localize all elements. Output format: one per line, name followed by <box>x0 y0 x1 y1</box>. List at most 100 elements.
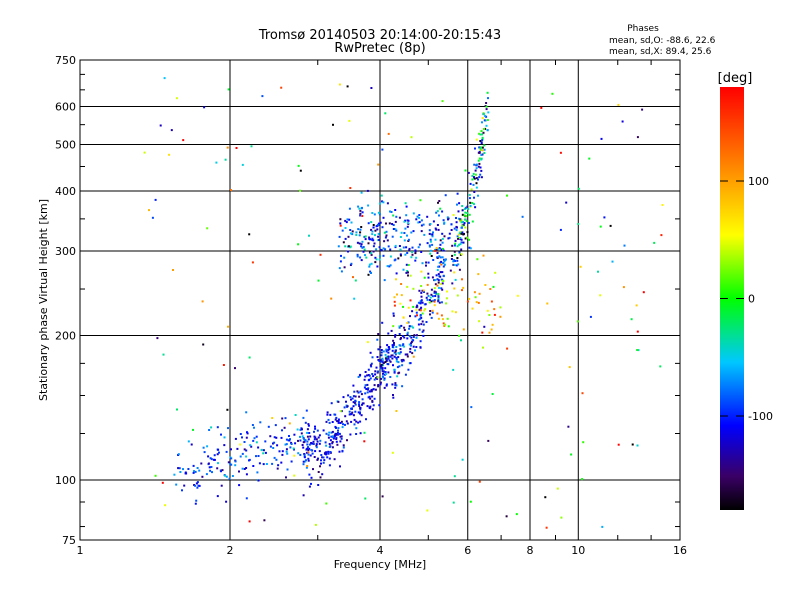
scatter-point <box>326 411 329 414</box>
scatter-point <box>349 396 352 399</box>
scatter-point <box>377 235 380 238</box>
scatter-point <box>408 249 411 252</box>
scatter-point <box>439 256 442 259</box>
scatter-point <box>433 300 436 303</box>
scatter-point <box>395 229 398 232</box>
scatter-point <box>421 320 424 323</box>
scatter-point <box>468 213 471 216</box>
scatter-point <box>348 207 351 210</box>
scatter-point <box>377 333 380 335</box>
scatter-point <box>432 299 435 302</box>
scatter-point <box>338 83 341 86</box>
scatter-point <box>375 248 378 251</box>
scatter-point <box>281 450 284 453</box>
scatter-point <box>220 484 223 487</box>
scatter-point <box>363 386 366 389</box>
scatter-point <box>434 238 437 241</box>
scatter-point <box>429 252 432 255</box>
scatter-point <box>418 328 421 331</box>
scatter-point <box>340 435 343 438</box>
scatter-point <box>377 370 379 373</box>
scatter-point <box>208 466 211 469</box>
scatter-point <box>368 251 371 254</box>
scatter-point <box>473 203 475 206</box>
scatter-point <box>373 213 376 216</box>
scatter-point <box>369 377 372 380</box>
scatter-point <box>371 230 374 233</box>
scatter-point <box>486 91 489 94</box>
scatter-point <box>230 457 233 460</box>
scatter-point <box>357 391 360 394</box>
scatter-point <box>367 387 370 390</box>
scatter-point <box>600 137 603 140</box>
scatter-point <box>484 284 487 286</box>
scatter-point <box>398 325 401 328</box>
scatter-point <box>431 309 434 312</box>
scatter-point <box>480 154 483 156</box>
scatter-point <box>325 444 328 447</box>
scatter-point <box>323 452 326 455</box>
scatter-point <box>456 259 459 262</box>
scatter-point <box>429 310 432 312</box>
scatter-point <box>379 381 382 384</box>
scatter-point <box>399 351 402 354</box>
scatter-point <box>345 221 348 224</box>
scatter-point <box>481 153 484 156</box>
scatter-point <box>428 244 431 247</box>
scatter-point <box>262 452 265 455</box>
scatter-point <box>540 106 543 109</box>
chart-title: Tromsø 20140503 20:14:00-20:15:43 <box>258 28 501 43</box>
scatter-point <box>414 249 417 252</box>
scatter-point <box>428 245 431 248</box>
scatter-point <box>406 331 409 334</box>
scatter-point <box>438 214 440 217</box>
scatter-point <box>394 246 397 249</box>
scatter-point <box>299 435 301 438</box>
scatter-point <box>383 279 386 282</box>
scatter-point <box>565 201 568 204</box>
scatter-point <box>198 469 201 472</box>
scatter-point <box>406 270 409 272</box>
scatter-point <box>378 213 381 216</box>
scatter-point <box>436 256 439 259</box>
scatter-point <box>392 228 395 230</box>
scatter-point <box>360 191 363 194</box>
scatter-point <box>220 433 222 436</box>
scatter-point <box>430 255 433 257</box>
scatter-point <box>470 406 473 409</box>
scatter-point <box>427 276 430 279</box>
scatter-point <box>477 273 480 276</box>
scatter-point <box>367 273 370 276</box>
scatter-point <box>331 435 334 438</box>
scatter-point <box>318 450 321 453</box>
scatter-point <box>460 219 463 222</box>
scatter-point <box>366 383 369 386</box>
scatter-point <box>642 291 645 294</box>
scatter-point <box>420 291 423 294</box>
scatter-point <box>367 204 370 207</box>
scatter-point <box>473 163 476 166</box>
scatter-point <box>392 339 395 342</box>
scatter-point <box>391 223 394 225</box>
scatter-point <box>473 177 476 180</box>
scatter-point <box>264 451 267 454</box>
scatter-point <box>299 169 302 172</box>
scatter-point <box>470 188 473 191</box>
scatter-point <box>223 436 226 439</box>
scatter-point <box>423 233 426 236</box>
scatter-point <box>331 421 334 423</box>
scatter-point <box>432 231 434 234</box>
scatter-point <box>408 335 411 338</box>
scatter-point <box>469 500 472 503</box>
scatter-point <box>328 464 331 467</box>
scatter-point <box>337 400 340 403</box>
scatter-point <box>216 426 219 429</box>
scatter-point <box>480 130 483 133</box>
scatter-point <box>370 87 373 89</box>
scatter-point <box>312 443 315 445</box>
scatter-point <box>475 182 478 185</box>
scatter-point <box>271 462 274 465</box>
scatter-point <box>621 120 624 123</box>
scatter-point <box>327 450 330 453</box>
scatter-point <box>660 234 663 237</box>
